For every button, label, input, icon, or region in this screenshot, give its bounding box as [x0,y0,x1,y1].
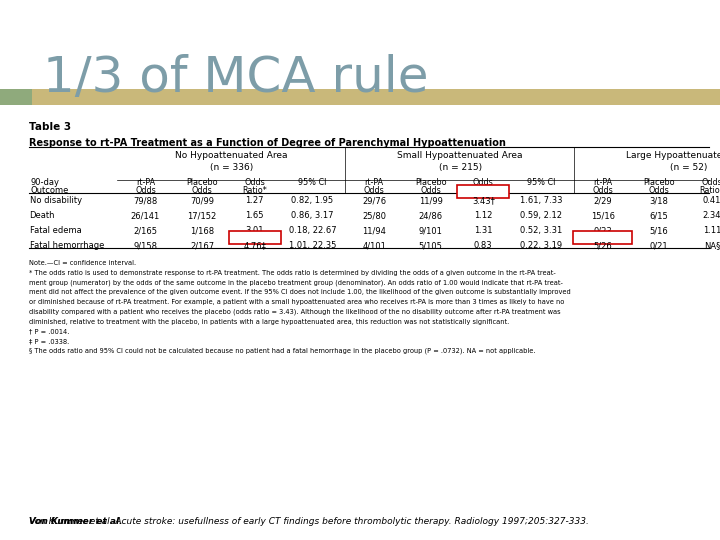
FancyBboxPatch shape [229,231,281,244]
Text: Placebo: Placebo [644,178,675,187]
Text: 1.11: 1.11 [703,226,720,235]
Text: 0.22, 3.19: 0.22, 3.19 [520,241,562,251]
Text: Outcome: Outcome [30,186,68,195]
Text: 5/105: 5/105 [418,241,443,251]
Text: 0.83: 0.83 [474,241,492,251]
Text: Large Hypoattenuated Area: Large Hypoattenuated Area [626,151,720,160]
Text: 1.31: 1.31 [474,226,492,235]
Text: Odds: Odds [135,186,156,195]
Text: Table 3: Table 3 [29,122,71,132]
Text: (n = 336): (n = 336) [210,163,253,172]
Text: 11/94: 11/94 [362,226,386,235]
Text: 17/152: 17/152 [187,211,217,220]
Text: 11/99: 11/99 [418,196,443,205]
Text: ment did not affect the prevalence of the given outcome event. If the 95% CI doe: ment did not affect the prevalence of th… [29,289,570,295]
Text: 0.86, 3.17: 0.86, 3.17 [292,211,334,220]
Text: NA§: NA§ [703,241,720,251]
Text: Note.—CI = confidence interval.: Note.—CI = confidence interval. [29,260,136,266]
Text: 9/158: 9/158 [133,241,158,251]
Text: 25/80: 25/80 [362,211,386,220]
Text: 0.82, 1.95: 0.82, 1.95 [292,196,333,205]
Text: Odds: Odds [649,186,670,195]
Text: § The odds ratio and 95% CI could not be calculated because no patient had a fat: § The odds ratio and 95% CI could not be… [29,348,535,354]
FancyBboxPatch shape [457,185,509,198]
Text: 4/101: 4/101 [362,241,386,251]
Text: (n = 52): (n = 52) [670,163,708,172]
Text: 3/18: 3/18 [649,196,669,205]
Text: (n = 215): (n = 215) [438,163,482,172]
Text: 3.43†: 3.43† [472,196,495,205]
Text: 0.41: 0.41 [703,196,720,205]
Text: 6/15: 6/15 [650,211,669,220]
Text: Fatal edema: Fatal edema [30,226,81,235]
Text: diminished, relative to treatment with the placebo, in patients with a large hyp: diminished, relative to treatment with t… [29,319,509,325]
Text: Odds: Odds [473,178,494,187]
Text: Von Kummer et al.: Von Kummer et al. [29,517,122,526]
Text: 26/141: 26/141 [131,211,160,220]
Text: 1/3 of MCA rule: 1/3 of MCA rule [43,54,428,102]
Text: 1.65: 1.65 [246,211,264,220]
FancyBboxPatch shape [32,89,720,105]
Text: 1.61, 7.33: 1.61, 7.33 [520,196,562,205]
Text: * The odds ratio is used to demonstrate response to rt-PA treatment. The odds ra: * The odds ratio is used to demonstrate … [29,270,556,276]
Text: ment group (numerator) by the odds of the same outcome in the placebo treatment : ment group (numerator) by the odds of th… [29,280,562,286]
Text: 4.76‡: 4.76‡ [243,241,266,251]
Text: Odds: Odds [593,186,613,195]
Text: 2/165: 2/165 [133,226,158,235]
Text: 0.18, 22.67: 0.18, 22.67 [289,226,336,235]
Text: 0/21: 0/21 [650,241,668,251]
Text: 2/29: 2/29 [593,196,612,205]
Text: 5/16: 5/16 [650,226,669,235]
Text: 90-day: 90-day [30,178,59,187]
Text: Small Hypoattenuated Area: Small Hypoattenuated Area [397,151,523,160]
Text: No disability: No disability [30,196,81,205]
Text: 15/16: 15/16 [590,211,615,220]
Text: ‡ P = .0338.: ‡ P = .0338. [29,338,69,344]
Text: Odds: Odds [364,186,384,195]
Text: 3.01: 3.01 [246,226,264,235]
Text: 0/23: 0/23 [593,226,612,235]
Text: Ratio*: Ratio* [243,186,267,195]
Text: † P = .0014.: † P = .0014. [29,328,69,334]
Text: Odds: Odds [701,178,720,187]
Text: Death: Death [30,211,55,220]
Text: 0.52, 3.31: 0.52, 3.31 [520,226,562,235]
Text: or diminished because of rt-PA treatment. For example, a patient with a small hy: or diminished because of rt-PA treatment… [29,299,564,305]
Text: 0.59, 2.12: 0.59, 2.12 [520,211,562,220]
Text: disability compared with a patient who receives the placebo (odds ratio = 3.43).: disability compared with a patient who r… [29,309,560,315]
FancyBboxPatch shape [0,89,32,105]
Text: Odds: Odds [244,178,265,187]
Text: 24/86: 24/86 [418,211,443,220]
Text: Placebo: Placebo [415,178,446,187]
Text: 1.12: 1.12 [474,211,492,220]
Text: rt-PA: rt-PA [136,178,155,187]
Text: Placebo: Placebo [186,178,217,187]
Text: Von Kummer et al. Acute stroke: usefullness of early CT findings before thrombol: Von Kummer et al. Acute stroke: usefulln… [29,517,589,526]
Text: Response to rt-PA Treatment as a Function of Degree of Parenchymal Hypoattenuati: Response to rt-PA Treatment as a Functio… [29,138,505,148]
Text: Fatal hemorrhage: Fatal hemorrhage [30,241,104,251]
Text: 1.27: 1.27 [246,196,264,205]
Text: Odds: Odds [192,186,212,195]
Text: 1.01, 22.35: 1.01, 22.35 [289,241,336,251]
Text: rt-PA: rt-PA [364,178,384,187]
Text: 2.34: 2.34 [703,211,720,220]
Text: 29/76: 29/76 [362,196,386,205]
Text: rt-PA: rt-PA [593,178,612,187]
Text: 2/167: 2/167 [190,241,214,251]
Text: Ratio*: Ratio* [471,186,495,195]
Text: 95% CI: 95% CI [527,178,555,187]
FancyBboxPatch shape [573,231,632,244]
Text: 1/168: 1/168 [190,226,214,235]
Text: 5/26: 5/26 [593,241,612,251]
Text: Ratio*: Ratio* [700,186,720,195]
Text: 9/101: 9/101 [418,226,443,235]
Text: 95% CI: 95% CI [298,178,327,187]
Text: Odds: Odds [420,186,441,195]
Text: No Hypoattenuated Area: No Hypoattenuated Area [175,151,288,160]
Text: 79/88: 79/88 [133,196,158,205]
Text: 70/99: 70/99 [190,196,214,205]
